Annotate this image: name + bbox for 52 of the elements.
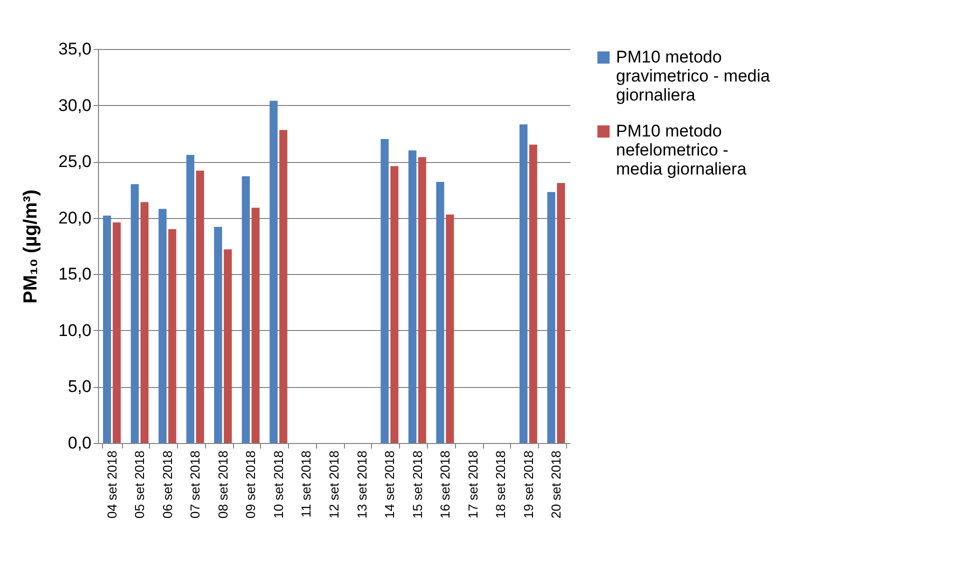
bar	[224, 249, 232, 443]
y-tick-label: 0,0	[68, 434, 92, 452]
y-tick-label: 15,0	[58, 264, 92, 284]
bar	[130, 184, 139, 443]
x-tick-label: 06 set 2018	[160, 450, 175, 518]
x-tick-label: 12 set 2018	[326, 450, 342, 518]
y-tick-label: 35,0	[58, 40, 92, 58]
x-tick-label: 09 set 2018	[243, 450, 258, 518]
x-tick-label: 11 set 2018	[298, 450, 314, 518]
bar	[279, 130, 288, 443]
y-tick-label: 10,0	[58, 320, 92, 340]
bar	[380, 139, 389, 443]
bar	[446, 214, 454, 443]
x-tick-label: 15 set 2018	[410, 450, 425, 518]
bar	[390, 166, 398, 443]
bar	[270, 100, 278, 443]
bar	[214, 226, 222, 443]
x-tick-label: 08 set 2018	[215, 450, 230, 518]
x-tick-label: 05 set 2018	[132, 450, 148, 518]
bar	[436, 182, 444, 443]
x-tick-label: 18 set 2018	[493, 450, 508, 518]
bar	[418, 157, 426, 443]
bar	[529, 144, 538, 443]
bar	[408, 150, 416, 443]
x-tick-label: 10 set 2018	[270, 450, 286, 518]
y-tick-label: 25,0	[58, 152, 92, 172]
y-tick-label: 30,0	[58, 96, 92, 115]
bar	[547, 192, 556, 443]
x-tick-label: 13 set 2018	[354, 450, 370, 518]
bar	[556, 182, 565, 443]
bar	[196, 170, 204, 443]
y-tick-label: 20,0	[58, 208, 92, 228]
bar	[103, 216, 112, 443]
x-tick-label: 04 set 2018	[104, 450, 120, 518]
y-tick-label: 5,0	[68, 377, 92, 396]
bar	[186, 154, 194, 443]
x-tick-label: 14 set 2018	[382, 450, 398, 518]
bar	[158, 208, 167, 443]
bar	[168, 229, 176, 443]
x-tick-label: 17 set 2018	[465, 450, 480, 518]
x-tick-label: 07 set 2018	[188, 450, 203, 518]
bar	[140, 202, 149, 443]
legend-label: PM10 metodo nefelometrico - media giornaliera	[616, 122, 747, 178]
x-tick-label: 19 set 2018	[520, 450, 536, 518]
legend-label: PM10 metodo gravimetrico - media giornaliera	[616, 48, 771, 104]
y-axis-title: PM₁₀ (µg/m³)	[20, 190, 42, 304]
bar	[519, 124, 528, 443]
bar	[112, 222, 121, 443]
bar	[252, 208, 260, 443]
x-tick-label: 16 set 2018	[438, 450, 453, 518]
x-tick-label: 20 set 2018	[548, 450, 564, 518]
bar	[242, 176, 250, 443]
